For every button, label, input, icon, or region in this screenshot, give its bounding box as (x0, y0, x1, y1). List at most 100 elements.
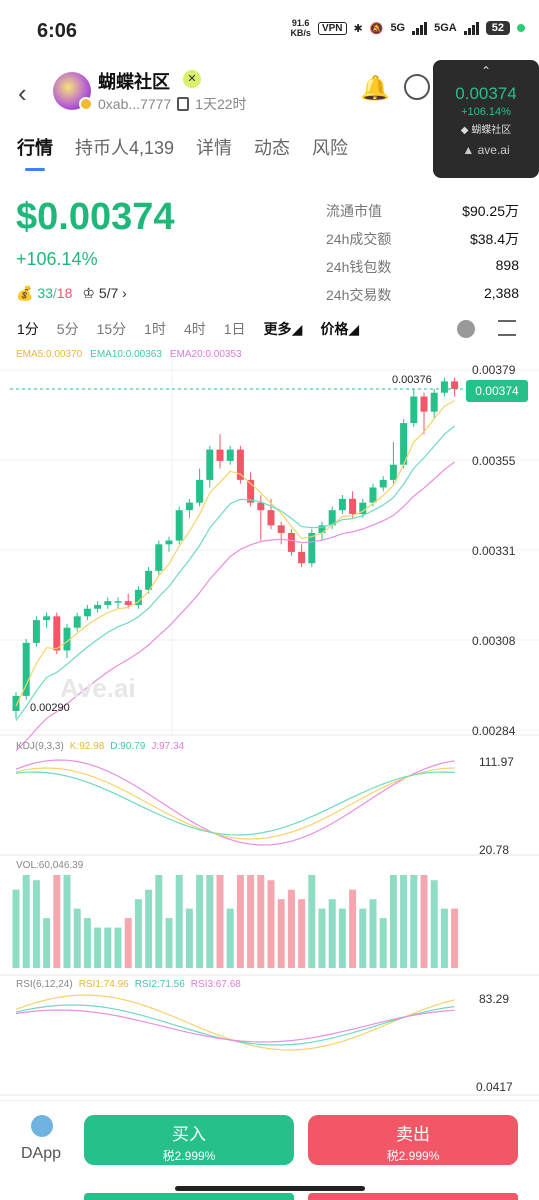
interval-1m[interactable]: 1分 (17, 321, 39, 337)
candle-body (440, 381, 448, 393)
y-tick-label: 0.00284 (472, 724, 516, 738)
kdj-j: J:97.34 (151, 741, 185, 752)
interval-5m[interactable]: 5分 (56, 321, 79, 337)
interval-1d[interactable]: 1日 (223, 321, 246, 337)
candle-body (145, 570, 153, 590)
rank-indicator[interactable]: ♔ 5/7 › (82, 285, 127, 301)
candle-body (134, 589, 142, 605)
tab-risk[interactable]: 风险 (312, 138, 349, 158)
interval-4h[interactable]: 4时 (183, 321, 206, 337)
candle-body (410, 396, 418, 424)
token-address[interactable]: 0xab...7777 (98, 96, 172, 112)
candle-body (175, 510, 183, 541)
candle-body (369, 487, 377, 503)
volume-bar (328, 899, 336, 968)
candle-body (318, 525, 326, 533)
chart-settings-icon[interactable] (498, 320, 516, 336)
sell-button[interactable]: 卖出 税2.999% (308, 1115, 518, 1165)
volume-bar (379, 918, 387, 968)
chart-canvas[interactable] (0, 340, 539, 1100)
buy-sell-count: 💰 33/18 (16, 285, 73, 301)
candle-body (196, 479, 204, 503)
y-tick-label: 0.00379 (472, 363, 516, 377)
candle-body (12, 695, 20, 712)
volume-bar (12, 889, 20, 968)
duplicate-action-row (84, 1193, 518, 1200)
y-tick-label: 0.00355 (472, 454, 516, 468)
stat-row: 24h交易数 2,388 (326, 285, 519, 313)
candle-body (43, 616, 51, 621)
buy-button[interactable]: 买入 税2.999% (84, 1115, 294, 1165)
verified-icon: ✕ (183, 70, 201, 88)
y-tick-label: 0.00308 (472, 634, 516, 648)
dapp-icon[interactable] (31, 1115, 53, 1137)
ema10-label: EMA10:0.00363 (90, 349, 162, 360)
status-bar: 6:06 91.6 KB/s VPN ✱ 🔕 5G 5GA 52 (0, 0, 539, 64)
token-address-row: 0xab...7777 1天22时 (98, 94, 247, 114)
volume-bar (400, 875, 408, 968)
current-price-tag: 0.00374 (466, 380, 528, 402)
candle-body (226, 449, 234, 461)
collapse-caret-icon[interactable]: ⌃ (480, 64, 492, 78)
rsi1-label: RSI1:74.96 (78, 979, 129, 990)
vol-title: VOL:60,046.39 (16, 860, 84, 871)
vol-legend: VOL:60,046.39 (16, 860, 83, 871)
interval-1h[interactable]: 1时 (144, 321, 166, 337)
gauge-icon[interactable] (404, 74, 430, 100)
tab-market[interactable]: 行情 (17, 138, 53, 158)
candle-body (389, 464, 397, 480)
volume-bar (53, 875, 61, 968)
volume-bar (359, 908, 367, 968)
volume-bar (247, 875, 255, 968)
volume-bar (420, 875, 428, 968)
signal2-icon (463, 21, 479, 35)
mute-icon: 🔕 (369, 22, 384, 35)
more-intervals-dropdown[interactable]: 更多◢ (263, 321, 303, 337)
copy-icon[interactable] (177, 97, 190, 111)
rsi-max-label: 83.29 (479, 992, 510, 1006)
volume-bar (155, 875, 163, 968)
volume-bar (298, 899, 306, 968)
tab-details[interactable]: 详情 (196, 138, 233, 158)
volume-bar (104, 927, 112, 968)
candle-body (83, 608, 91, 617)
stat-row: 24h成交额 $38.4万 (326, 229, 519, 257)
stat-row: 24h钱包数 898 (326, 257, 519, 285)
candle-body (338, 498, 346, 511)
volume-bar (410, 875, 418, 968)
kdj-legend: KDJ(9,3,3) K:92.98 D:90.79 J:97.34 (16, 741, 184, 752)
back-arrow-icon[interactable]: ‹ (18, 78, 27, 108)
candle-body (379, 479, 387, 488)
sim2-label: 5GA (434, 22, 457, 34)
dapp-label[interactable]: DApp (21, 1145, 62, 1162)
kdj-d: D:90.79 (110, 741, 146, 752)
price-mode-dropdown[interactable]: 价格◢ (320, 321, 360, 337)
volume-bar (185, 908, 193, 968)
interval-15m[interactable]: 15分 (96, 321, 127, 337)
candle-body (451, 381, 459, 389)
tab-activity[interactable]: 动态 (254, 138, 291, 158)
home-indicator (175, 1186, 365, 1191)
indicator-settings-icon[interactable] (457, 320, 475, 338)
stat-label: 24h成交额 (326, 231, 392, 247)
floating-price-widget[interactable]: ⌃ 0.00374 +106.14% ◆ 蝴蝶社区 ▲ ave.ai (433, 60, 539, 178)
volume-bar (338, 908, 346, 968)
ema10-line (15, 425, 455, 722)
volume-bar (226, 908, 234, 968)
candle-body (287, 532, 295, 552)
candle-body (165, 540, 173, 545)
bell-icon[interactable]: 🔔 (360, 75, 390, 102)
volume-bar (236, 875, 244, 968)
bnb-chain-icon (79, 97, 93, 111)
candle-body (430, 392, 438, 412)
buy-tax: 税2.999% (162, 1149, 216, 1163)
ghost-buy-button (84, 1193, 294, 1200)
net-speed-value: 91.6 (291, 18, 310, 28)
sell-count: 18 (56, 285, 73, 301)
volume-bar (83, 918, 91, 968)
tab-holders[interactable]: 持币人4,139 (75, 138, 175, 158)
candle-body (104, 601, 112, 605)
volume-bar (145, 889, 153, 968)
kdj-title: KDJ(9,3,3) (16, 741, 64, 752)
sell-label: 卖出 (396, 1125, 430, 1144)
